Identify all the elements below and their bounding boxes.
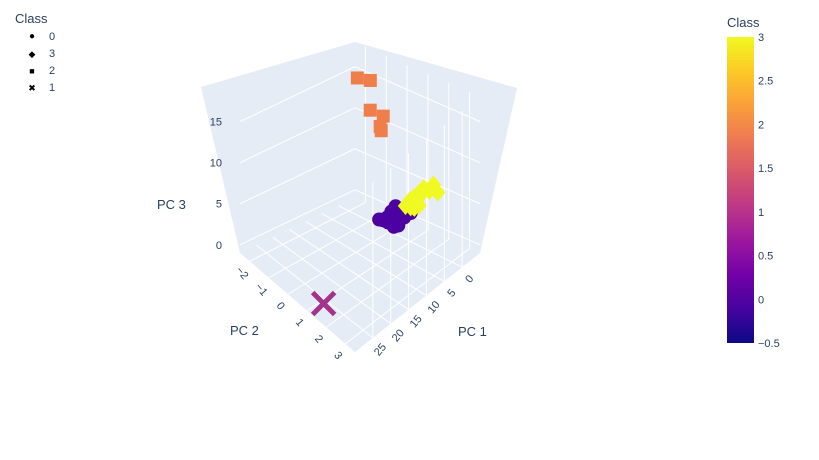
- circle-icon: ●: [28, 31, 36, 42]
- colorbar-tick-label: 0.5: [758, 251, 773, 263]
- z-tick-label: 0: [216, 240, 222, 252]
- grid-line: [268, 211, 387, 279]
- data-point-class-2: [350, 71, 364, 85]
- legend-item-label: 2: [49, 65, 56, 77]
- grid-line: [345, 248, 470, 345]
- z-tick-label: 15: [210, 117, 222, 129]
- y-tick-label: 0: [274, 300, 287, 312]
- x-tick-label: 15: [408, 313, 425, 330]
- data-point-class-2: [376, 109, 390, 123]
- data-point-class-0: [388, 199, 403, 214]
- grid-line: [249, 202, 366, 262]
- y-tick-label: −1: [252, 281, 269, 298]
- x-tick-label: 10: [426, 299, 443, 316]
- z-axis-title: PC 3: [157, 197, 186, 212]
- legend-item-label: 1: [49, 82, 56, 94]
- grid-line: [325, 238, 450, 328]
- data-point-class-0: [375, 212, 390, 227]
- grid-line: [354, 107, 481, 164]
- colorbar-tick-label: 1.5: [758, 163, 773, 175]
- colorbar-title: Class: [727, 15, 760, 30]
- legend-title: Class: [15, 11, 48, 26]
- data-point-class-2: [373, 120, 387, 134]
- x-icon: ✖: [28, 83, 36, 93]
- legend-item-label: 3: [49, 48, 56, 60]
- z-tick-label: 5: [216, 199, 222, 211]
- diamond-icon: ◆: [28, 49, 36, 59]
- colorbar-tick-label: 2.5: [758, 76, 773, 88]
- y-tick-label: 3: [331, 350, 344, 362]
- grid-line: [289, 229, 409, 310]
- x-tick-label: 5: [445, 287, 458, 299]
- data-point-class-3: [406, 198, 423, 217]
- data-marks: [310, 71, 446, 317]
- grid-line: [239, 148, 356, 205]
- colorbar-ticks: 3 2.5 2 1.5 1 0.5 0 −0.5: [758, 32, 780, 350]
- square-icon: ■: [29, 66, 35, 76]
- grid-line: [239, 107, 356, 164]
- y-tick-label: 2: [312, 333, 325, 345]
- y-tick-label: −2: [233, 265, 250, 282]
- colorbar-tick-label: 1: [758, 207, 764, 219]
- grid-line: [272, 236, 392, 325]
- legend-item-label: 0: [49, 31, 56, 43]
- x-tick-label: 25: [372, 341, 389, 358]
- grid-line: [239, 189, 356, 246]
- y-axis-title: PC 2: [230, 323, 259, 338]
- x-axis-title: PC 1: [458, 324, 487, 339]
- grid-line: [321, 213, 445, 282]
- z-tick-label: 10: [210, 158, 222, 170]
- colorbar-tick-label: 2: [758, 119, 764, 131]
- grid-line: [305, 221, 427, 296]
- data-point-class-0: [386, 219, 401, 234]
- x-tick-label: 20: [390, 327, 407, 344]
- colorbar-tick-label: 3: [758, 32, 764, 44]
- grid-lines: [239, 46, 481, 345]
- y-tick-label: 1: [293, 317, 306, 329]
- data-point-class-2: [363, 103, 377, 117]
- back-wall: [201, 42, 355, 253]
- data-point-class-2: [363, 73, 377, 87]
- data-point-class-3: [429, 183, 446, 202]
- colorbar-tick-label: 0: [758, 294, 764, 306]
- grid-line: [239, 66, 356, 123]
- data-point-class-1: [310, 290, 337, 317]
- grid-line: [338, 205, 463, 268]
- colorbar: [727, 37, 754, 343]
- grid-line: [354, 148, 481, 205]
- colorbar-tick-label: −0.5: [758, 338, 780, 350]
- x-tick-label: 0: [463, 273, 476, 285]
- grid-line: [287, 220, 408, 295]
- grid-line: [354, 189, 481, 246]
